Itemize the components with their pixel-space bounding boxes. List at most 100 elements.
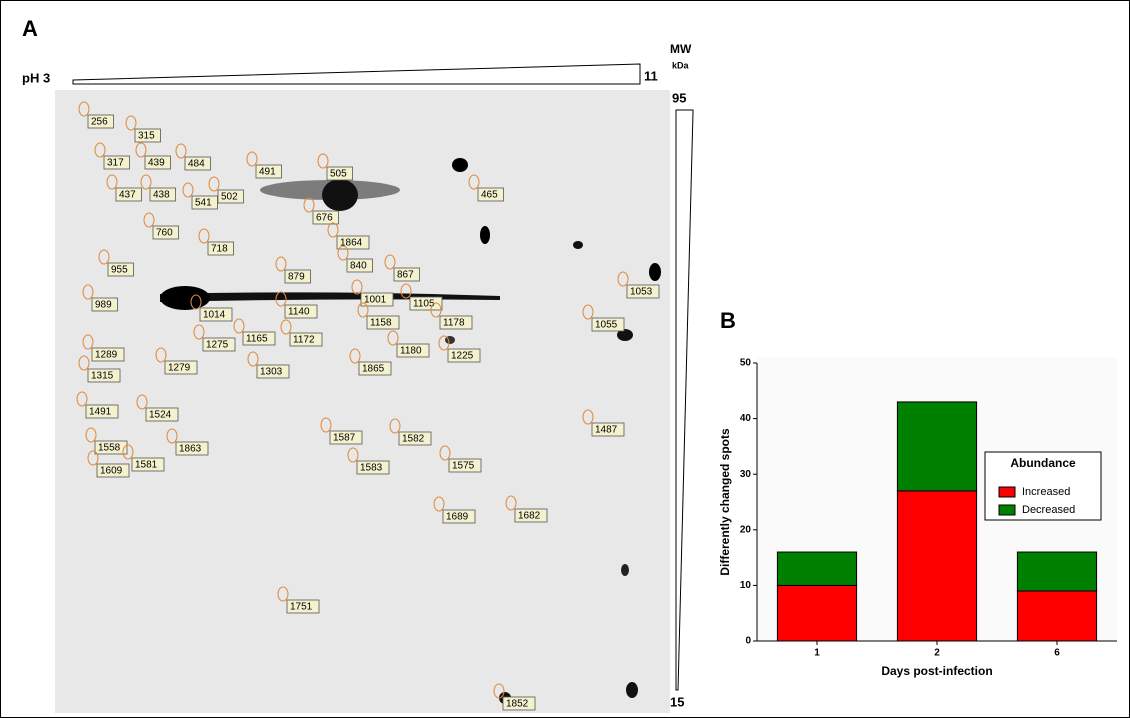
spot-label-box [96,463,130,478]
x-tick-label: 2 [934,648,940,659]
spot-outline [233,318,245,334]
spot-outline [98,249,110,265]
spot-label-box [103,155,130,170]
spot-label-box [346,258,373,273]
spot-label: 1053 [630,287,653,298]
spot-label-box [591,422,625,437]
spot-outline [82,334,94,350]
spot-label: 676 [316,213,333,224]
legend-swatch [998,504,1016,516]
ph-wedge [72,63,641,85]
spot-outline [357,302,369,318]
spot-outline [320,417,332,433]
spot-outline [327,222,339,238]
spot-label-box [284,304,318,319]
spot-label-box [312,210,339,225]
spot-label: 1315 [91,371,114,382]
spot-outline [275,256,287,272]
mw-title: MW [670,42,692,56]
spot-label: 1487 [595,425,618,436]
spot-label: 1178 [443,318,465,329]
spot-label-box [447,348,481,363]
spot-label: 1863 [179,444,202,455]
spot-outline [136,394,148,410]
spot-label-box [396,343,430,358]
bar-segment [776,584,858,642]
spot-label: 1275 [206,340,229,351]
spot-label: 1524 [149,410,172,421]
gel-spot [617,329,633,341]
spot-outline [280,319,292,335]
spot-label: 1491 [89,407,112,418]
spot-label: 1575 [452,461,475,472]
spot-label-box [217,189,244,204]
spot-outline [155,347,167,363]
spot-label: 1001 [364,295,387,306]
spot-outline [468,174,480,190]
spot-label-box [626,284,660,299]
spot-outline [303,197,315,213]
spot-label: 315 [138,131,155,142]
spot-label: 1172 [293,335,315,346]
spot-label-box [94,440,128,455]
spot-label: 1558 [98,443,121,454]
spot-label: 1583 [360,463,383,474]
legend-swatch [998,486,1016,498]
spot-label-box [514,508,548,523]
spot-outline [275,291,287,307]
bar-segment [1016,551,1098,592]
spot-label: 1303 [260,367,283,378]
spot-label-box [184,156,211,171]
spot-outline [247,351,259,367]
spot-label-box [145,407,179,422]
spot-outline [349,348,361,364]
gel-spot [480,226,490,244]
spot-label-box [242,331,276,346]
spot-outline [347,447,359,463]
spot-label-box [115,187,142,202]
spot-outline [493,683,505,699]
spot-label-box [360,292,394,307]
gel-spot [621,564,629,576]
chart-b: 0 10 20 30 40 50 1 2 6 Abundance Increased Decrease… [740,358,1117,659]
spot-outline [76,391,88,407]
spot-label: 1689 [446,512,469,523]
spot-outline [617,271,629,287]
spot-label-box [202,337,236,352]
bar-segment [896,490,978,642]
spot-label-box [326,166,353,181]
spot-label: 256 [91,117,108,128]
spot-label: 1225 [451,351,474,362]
panel-label: A [22,16,38,41]
spot-labels: 256 315 317 439 484 437 438 541 502 491 505 465 760 7… [76,101,660,711]
bar-segment [896,401,978,492]
gel-spot [573,241,583,249]
y-tick-label: 50 [740,358,752,369]
spot-label: 1587 [333,433,356,444]
spot-label: 1581 [135,460,158,471]
spot-label-box [87,114,114,129]
spot-outline [122,444,134,460]
spot-outline [78,355,90,371]
spot-outline [143,212,155,228]
spot-label-box [152,225,179,240]
spot-label: 502 [221,192,238,203]
spot-outline [430,302,442,318]
spot-outline [182,182,194,198]
spot-label-box [442,509,476,524]
spot-label: 1609 [100,466,123,477]
spot-label-box [591,317,625,332]
spot-outline [208,176,220,192]
spot-outline [389,418,401,434]
spot-label-box [502,696,536,711]
x-tick-label: 1 [814,648,820,659]
spot-label-box [409,296,443,311]
spot-label: 1582 [402,434,425,445]
spot-label: 760 [156,228,173,239]
spot-label-box [191,195,218,210]
gel-spot [452,158,468,172]
mw-unit: kDa [672,60,690,70]
gel-spot [160,286,210,310]
spot-label: 491 [259,167,276,178]
